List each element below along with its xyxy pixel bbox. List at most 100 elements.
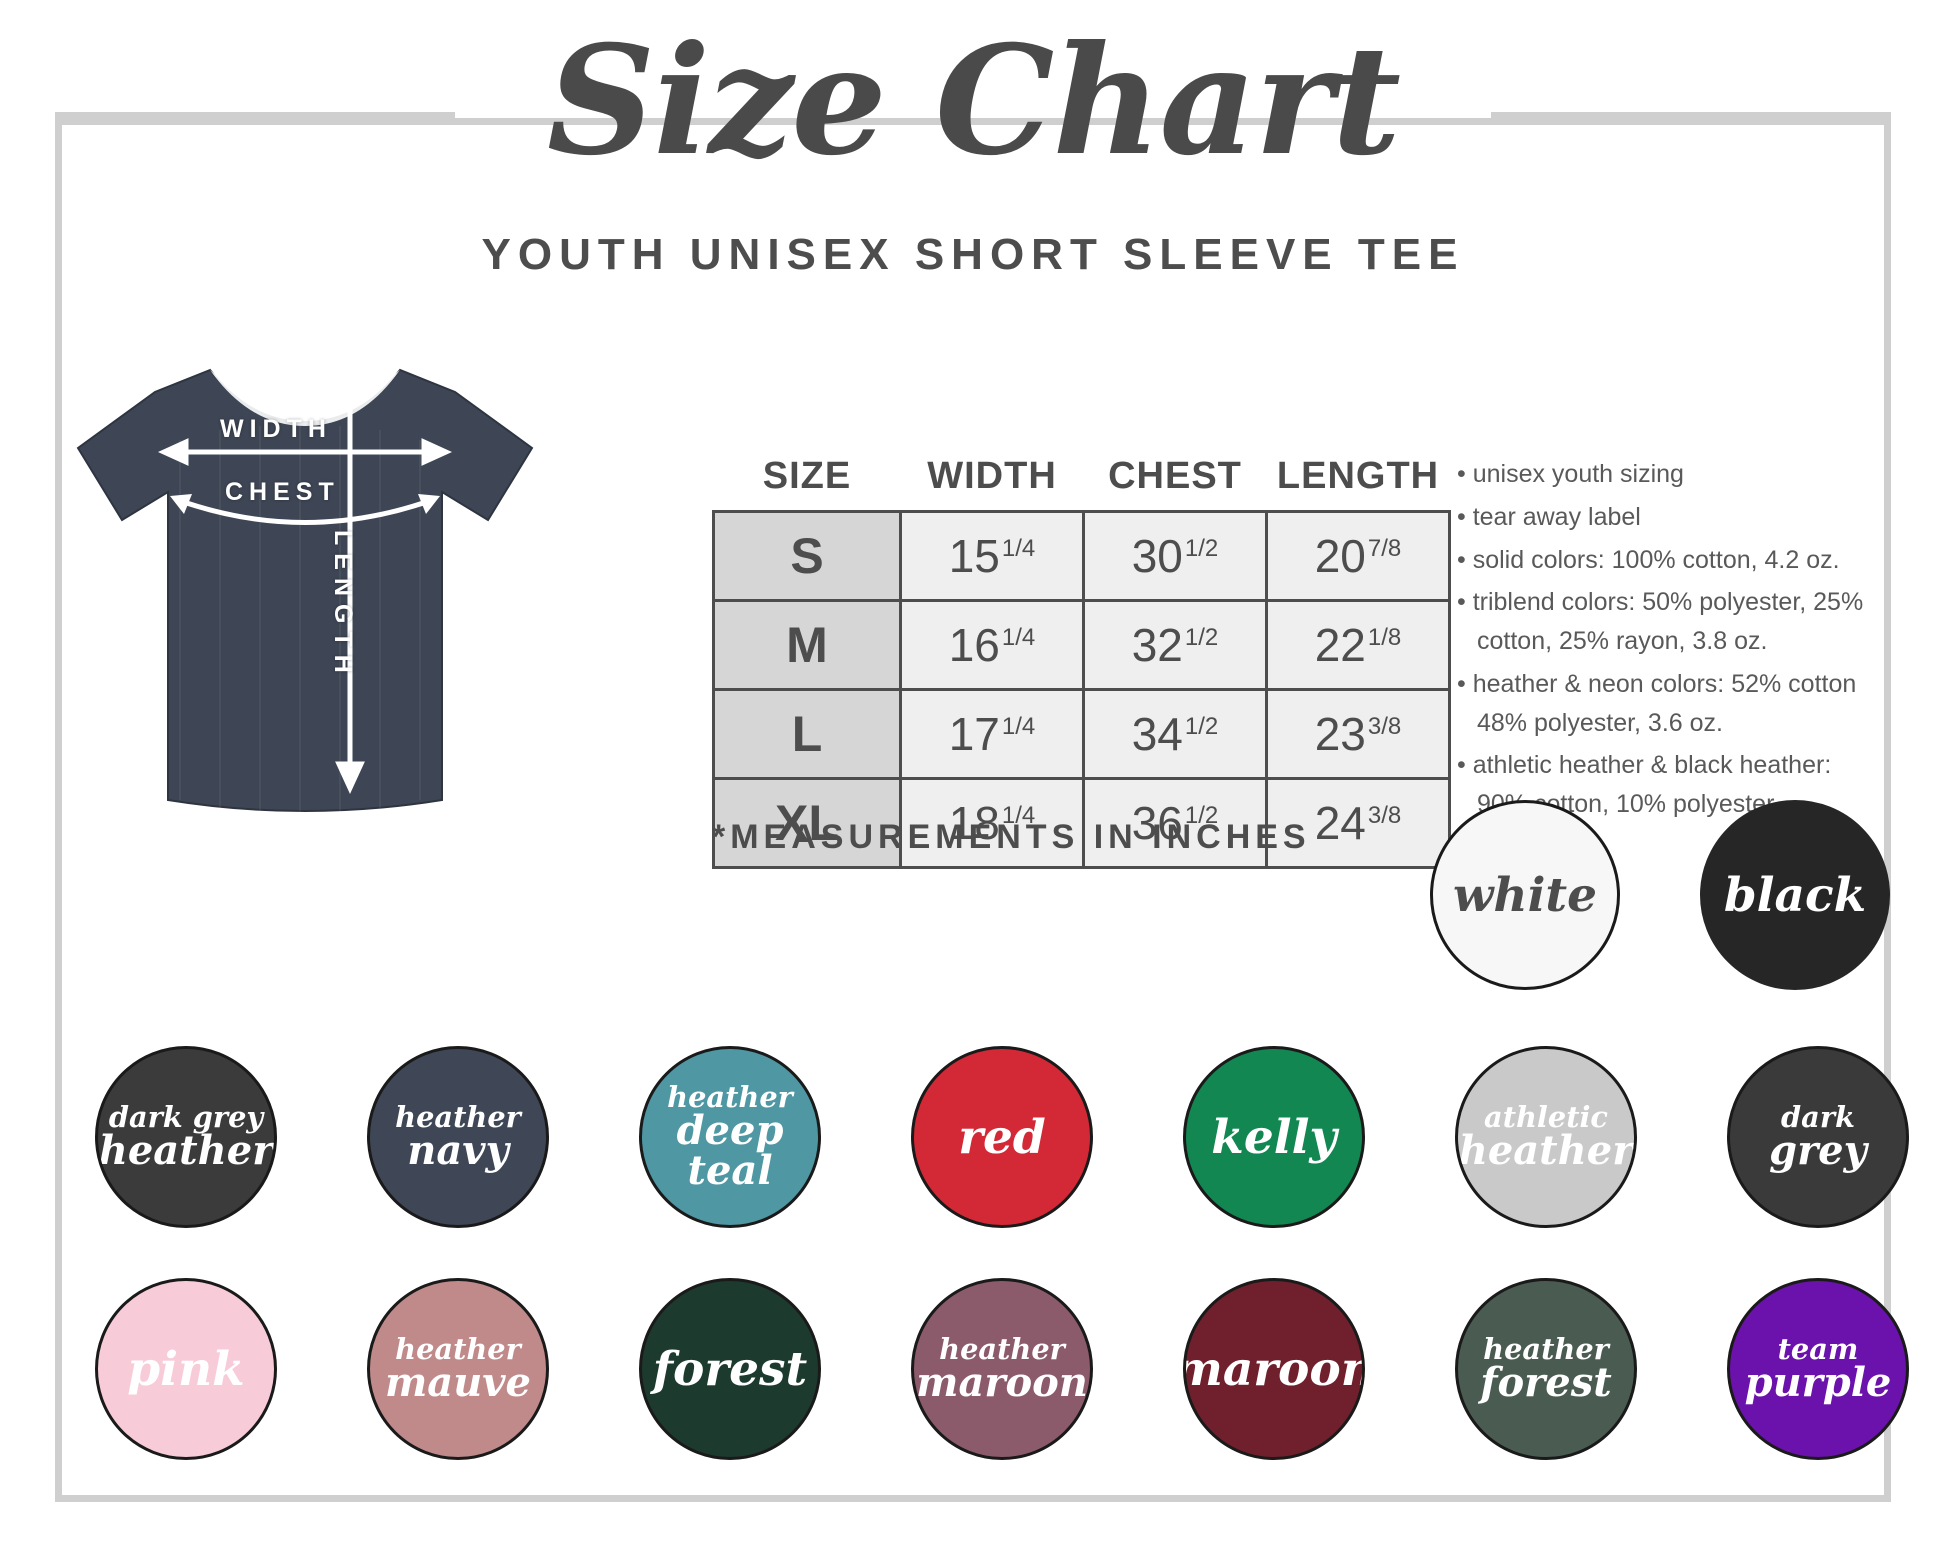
cell-chest: 301/2 <box>1082 510 1268 602</box>
color-swatch-label-line1: dark grey <box>108 1099 264 1134</box>
color-swatch-label-line2: purple <box>1744 1359 1892 1407</box>
cell-size: M <box>712 599 902 691</box>
length-label: LENGTH <box>329 530 357 681</box>
fraction: 1/8 <box>1367 623 1402 651</box>
color-swatch-label: dark grey heather <box>98 1099 274 1175</box>
detail-item: heather & neon colors: 52% cotton 48% po… <box>1473 665 1885 743</box>
cell-chest: 361/2 <box>1082 777 1268 869</box>
color-swatch-label: athletic heather <box>1458 1099 1634 1175</box>
color-swatch-label: dark grey <box>1761 1099 1875 1175</box>
color-swatch-label: heather forest <box>1472 1331 1619 1407</box>
color-swatch-athletic-heather[interactable]: athletic heather <box>1455 1046 1637 1228</box>
color-swatch-label: black <box>1716 872 1874 919</box>
column-header-length: LENGTH <box>1276 455 1440 497</box>
color-swatch-label: team purple <box>1737 1331 1900 1407</box>
fraction: 1/4 <box>1001 801 1036 829</box>
fraction: 7/8 <box>1367 534 1402 562</box>
cell-length: 243/8 <box>1265 777 1451 869</box>
color-swatch-team-purple[interactable]: team purple <box>1727 1278 1909 1460</box>
width-label: WIDTH <box>220 415 332 443</box>
fraction: 1/2 <box>1184 712 1219 740</box>
color-swatch-label-line2: heather <box>1458 1127 1634 1175</box>
color-swatch-label-line1: dark <box>1781 1099 1855 1134</box>
color-swatch-label-line1: heather <box>395 1331 521 1366</box>
cell-chest: 321/2 <box>1082 599 1268 691</box>
color-swatch-label-line2: grey <box>1769 1127 1867 1175</box>
table-row: L 171/4 341/2 233/8 <box>712 688 1451 780</box>
color-swatch-label-line2: maroon <box>916 1359 1088 1407</box>
color-swatch-label-line1: heather <box>1483 1331 1609 1366</box>
color-swatch-dark-grey-heather[interactable]: dark grey heather <box>95 1046 277 1228</box>
cell-width: 181/4 <box>899 777 1085 869</box>
measurements-note: *MEASUREMENTS IN INCHES <box>712 818 1311 856</box>
color-swatch-heather-mauve[interactable]: heather mauve <box>367 1278 549 1460</box>
color-swatch-red[interactable]: red <box>911 1046 1093 1228</box>
page-subtitle: YOUTH UNISEX SHORT SLEEVE TEE <box>481 230 1465 279</box>
fraction: 1/4 <box>1001 534 1036 562</box>
color-swatch-maroon[interactable]: maroon <box>1183 1278 1365 1460</box>
color-swatch-heather-forest[interactable]: heather forest <box>1455 1278 1637 1460</box>
color-swatch-label-line1: team <box>1777 1331 1859 1366</box>
cell-size: S <box>712 510 902 602</box>
color-swatch-label-line2: forest <box>1480 1359 1612 1407</box>
fraction: 3/8 <box>1367 712 1402 740</box>
color-swatch-forest[interactable]: forest <box>639 1278 821 1460</box>
color-swatch-label: heather maroon <box>914 1331 1090 1407</box>
detail-item: unisex youth sizing <box>1473 455 1885 494</box>
color-swatch-label: kelly <box>1203 1114 1345 1161</box>
fraction: 1/2 <box>1184 623 1219 651</box>
color-swatch-kelly[interactable]: kelly <box>1183 1046 1365 1228</box>
table-row: XL 181/4 361/2 243/8 <box>712 777 1451 869</box>
color-swatch-white[interactable]: white <box>1430 800 1620 990</box>
color-swatch-label: maroon <box>1183 1341 1365 1397</box>
color-swatch-label-line2: heather <box>98 1127 274 1175</box>
table-row: M 161/4 321/2 221/8 <box>712 599 1451 691</box>
fraction: 1/2 <box>1184 801 1219 829</box>
cell-size: L <box>712 688 902 780</box>
color-swatch-black[interactable]: black <box>1700 800 1890 990</box>
product-details: unisex youth sizing tear away label solid … <box>1455 455 1885 828</box>
fraction: 1/4 <box>1001 712 1036 740</box>
cell-length: 207/8 <box>1265 510 1451 602</box>
tshirt-icon <box>76 337 534 814</box>
tshirt-illustration: WIDTH CHEST LENGTH <box>60 330 550 850</box>
color-swatch-label-line2: kelly <box>1211 1109 1337 1165</box>
color-swatch-label-line2: black <box>1723 867 1867 923</box>
color-swatch-label-line2: maroon <box>1183 1341 1365 1397</box>
fraction: 1/2 <box>1184 534 1219 562</box>
color-swatch-label-line1: heather <box>939 1331 1065 1366</box>
color-swatch-label: forest <box>645 1346 815 1393</box>
color-swatch-heather-maroon[interactable]: heather maroon <box>911 1278 1093 1460</box>
title-rule-right <box>1491 112 1891 119</box>
color-swatch-label: heather mauve <box>377 1331 539 1407</box>
color-swatch-pink[interactable]: pink <box>95 1278 277 1460</box>
detail-item: triblend colors: 50% polyester, 25% cott… <box>1473 583 1885 661</box>
color-swatch-dark-grey[interactable]: dark grey <box>1727 1046 1909 1228</box>
column-header-chest: CHEST <box>1108 455 1242 497</box>
decorative-frame <box>55 118 1891 1502</box>
fraction: 3/8 <box>1367 801 1402 829</box>
color-swatch-heather-deep-teal[interactable]: heather deep teal <box>639 1046 821 1228</box>
cell-width: 171/4 <box>899 688 1085 780</box>
chest-label: CHEST <box>225 478 340 506</box>
color-swatch-label-line2: navy <box>407 1127 509 1175</box>
table-header-row: SIZE WIDTH CHEST LENGTH <box>714 455 1450 512</box>
cell-length: 233/8 <box>1265 688 1451 780</box>
color-swatch-label-line2: mauve <box>384 1359 531 1407</box>
color-swatch-label: pink <box>119 1346 252 1393</box>
fraction: 1/4 <box>1001 623 1036 651</box>
color-swatch-label-line1: heather <box>667 1079 793 1114</box>
page-title: Size Chart <box>546 13 1401 189</box>
column-header-size: SIZE <box>762 455 852 497</box>
color-swatch-heather-navy[interactable]: heather navy <box>367 1046 549 1228</box>
color-swatch-label-line2: forest <box>652 1341 808 1397</box>
color-swatch-label: red <box>950 1114 1054 1161</box>
cell-chest: 341/2 <box>1082 688 1268 780</box>
color-swatch-label: heather deep teal <box>642 1079 818 1192</box>
detail-item: solid colors: 100% cotton, 4.2 oz. <box>1473 541 1885 580</box>
color-swatch-label-line2: pink <box>127 1341 245 1397</box>
color-swatch-label-line1: athletic <box>1484 1099 1608 1134</box>
color-swatch-label: heather navy <box>387 1102 529 1175</box>
table-row: S 151/4 301/2 207/8 <box>712 510 1451 602</box>
cell-width: 151/4 <box>899 510 1085 602</box>
